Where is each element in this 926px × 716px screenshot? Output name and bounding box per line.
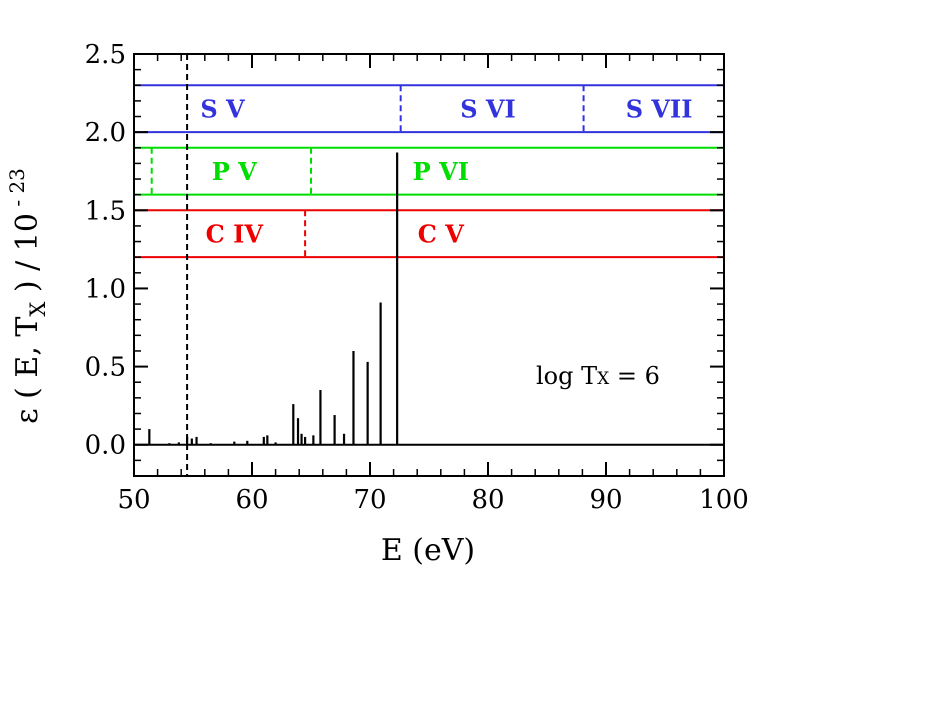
temperature-annotation: log TX = 6 xyxy=(536,362,660,390)
ion-label-s-v: S V xyxy=(200,95,245,124)
ion-label-c-iv: C IV xyxy=(206,220,264,249)
annotation-rest: = 6 xyxy=(609,362,660,390)
y-tick-label: 0.5 xyxy=(85,353,126,383)
y-tick-label: 2.5 xyxy=(85,40,126,70)
x-axis-title: E (eV) xyxy=(381,533,475,568)
ion-bands: S V S VI S VII P V P VI C IV C V xyxy=(134,84,724,259)
x-tick-label: 50 xyxy=(117,485,150,515)
x-tick-label: 60 xyxy=(235,485,268,515)
x-tick-label: 70 xyxy=(353,485,386,515)
x-tick-label: 90 xyxy=(589,485,622,515)
ylabel-sub: X xyxy=(26,302,50,317)
ion-label-s-vi: S VI xyxy=(460,95,516,124)
ion-label-p-vi: P VI xyxy=(413,157,469,186)
ylabel-sup: - 23 xyxy=(5,168,29,213)
ion-label-p-v: P V xyxy=(212,157,257,186)
x-tick-label: 80 xyxy=(471,485,504,515)
y-tick-label: 1.0 xyxy=(85,274,126,304)
x-tick-label: 100 xyxy=(699,485,749,515)
axis-ticks: 50 60 70 80 90 100 0.0 0.5 1.0 1.5 2.0 2.5 xyxy=(85,40,749,515)
annotation-main: log T xyxy=(536,362,597,390)
ion-label-s-vii: S VII xyxy=(626,95,693,124)
y-tick-label: 2.0 xyxy=(85,118,126,148)
y-tick-label: 1.5 xyxy=(85,196,126,226)
ylabel-mid: ) / 10 xyxy=(10,213,45,302)
plot-frame xyxy=(133,53,725,477)
annotation-sub: X xyxy=(597,369,610,389)
ion-label-c-v: C V xyxy=(418,220,464,249)
spectrum xyxy=(134,54,724,476)
y-axis-title: ε ( E, TX ) / 10 - 23 xyxy=(5,168,50,424)
ylabel-main: ε ( E, T xyxy=(10,317,45,424)
y-tick-label: 0.0 xyxy=(85,431,126,461)
